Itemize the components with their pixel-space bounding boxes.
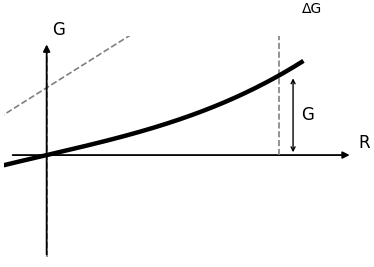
Text: G: G — [301, 106, 315, 124]
Text: R: R — [358, 134, 370, 152]
Text: G: G — [52, 21, 65, 39]
Text: ΔG: ΔG — [301, 2, 322, 15]
